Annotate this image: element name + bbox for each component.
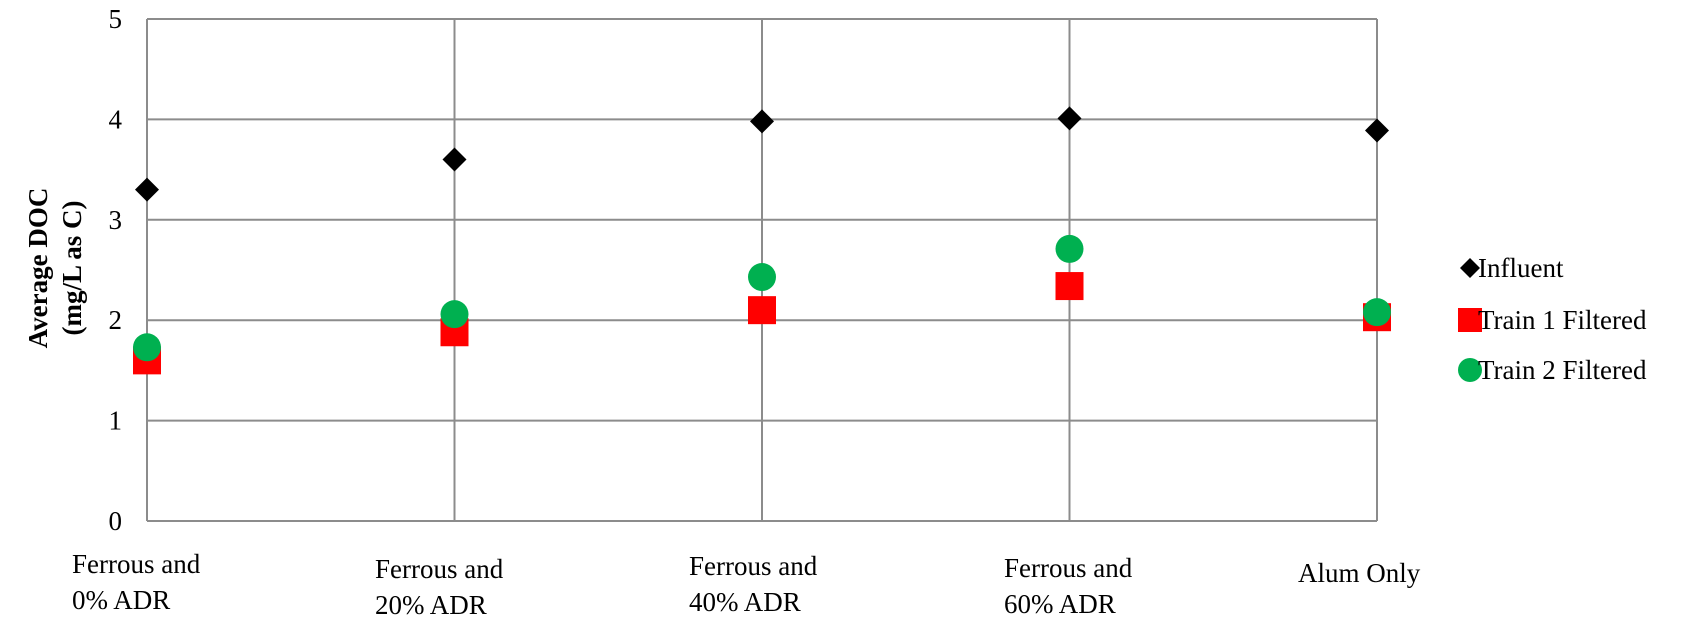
x-tick-labels: Ferrous and 0% ADR Ferrous and 20% ADR Ferro… — [72, 549, 1421, 620]
point-train-2-filtered — [748, 263, 776, 292]
y-tick-label: 3 — [109, 205, 123, 235]
y-tick-label: 0 — [109, 506, 123, 536]
y-tick-label: 1 — [109, 406, 123, 436]
y-tick-label: 5 — [109, 4, 123, 34]
legend-item-train-2-filtered: Train 2 Filtered — [1458, 355, 1647, 385]
x-tick-label: 40% ADR — [689, 587, 801, 617]
x-tick-label: 0% ADR — [72, 585, 170, 615]
point-train-1-filtered — [1055, 272, 1084, 301]
x-tick-label: Ferrous and — [689, 551, 818, 581]
series-train-2-filtered — [133, 234, 1391, 362]
point-train-2-filtered — [440, 300, 469, 329]
point-influent — [1365, 118, 1389, 143]
legend-label-train-1-filtered: Train 1 Filtered — [1478, 305, 1647, 335]
y-tick-label: 2 — [109, 305, 123, 335]
x-tick-label: Ferrous and — [375, 554, 504, 584]
series-influent — [135, 106, 1389, 202]
point-influent — [135, 177, 159, 202]
x-tick-label: Ferrous and — [1004, 553, 1133, 583]
legend-item-train-1-filtered: Train 1 Filtered — [1458, 305, 1647, 335]
legend-marker-influent — [1460, 258, 1480, 278]
point-train-1-filtered — [748, 296, 776, 325]
point-train-2-filtered — [1363, 298, 1391, 327]
legend-label-influent: Influent — [1478, 253, 1564, 283]
x-tick-label: 20% ADR — [375, 590, 487, 620]
legend-marker-train-2-filtered — [1458, 358, 1482, 382]
point-influent — [750, 109, 774, 134]
legend-item-influent: Influent — [1460, 253, 1564, 283]
y-axis-title: Average DOC (mg/L as C) — [23, 188, 87, 349]
point-train-2-filtered — [1055, 234, 1084, 263]
point-train-2-filtered — [133, 333, 161, 362]
legend-label-train-2-filtered: Train 2 Filtered — [1478, 355, 1647, 385]
x-tick-label: 60% ADR — [1004, 589, 1116, 619]
x-tick-label: Ferrous and — [72, 549, 201, 579]
legend-marker-train-1-filtered — [1458, 308, 1482, 332]
y-axis-title-group: Average DOC (mg/L as C) — [23, 188, 87, 349]
y-tick-label: 4 — [109, 104, 123, 134]
data-marks — [133, 106, 1391, 375]
point-influent — [1057, 106, 1082, 131]
point-influent — [442, 147, 467, 172]
legend: Influent Train 1 Filtered Train 2 Filtered — [1458, 253, 1647, 385]
x-tick-label: Alum Only — [1298, 558, 1421, 588]
y-axis-title-line: Average DOC — [23, 188, 53, 349]
y-tick-labels: 0 1 2 3 4 5 — [109, 4, 123, 536]
y-axis-title-line: (mg/L as C) — [57, 201, 87, 336]
